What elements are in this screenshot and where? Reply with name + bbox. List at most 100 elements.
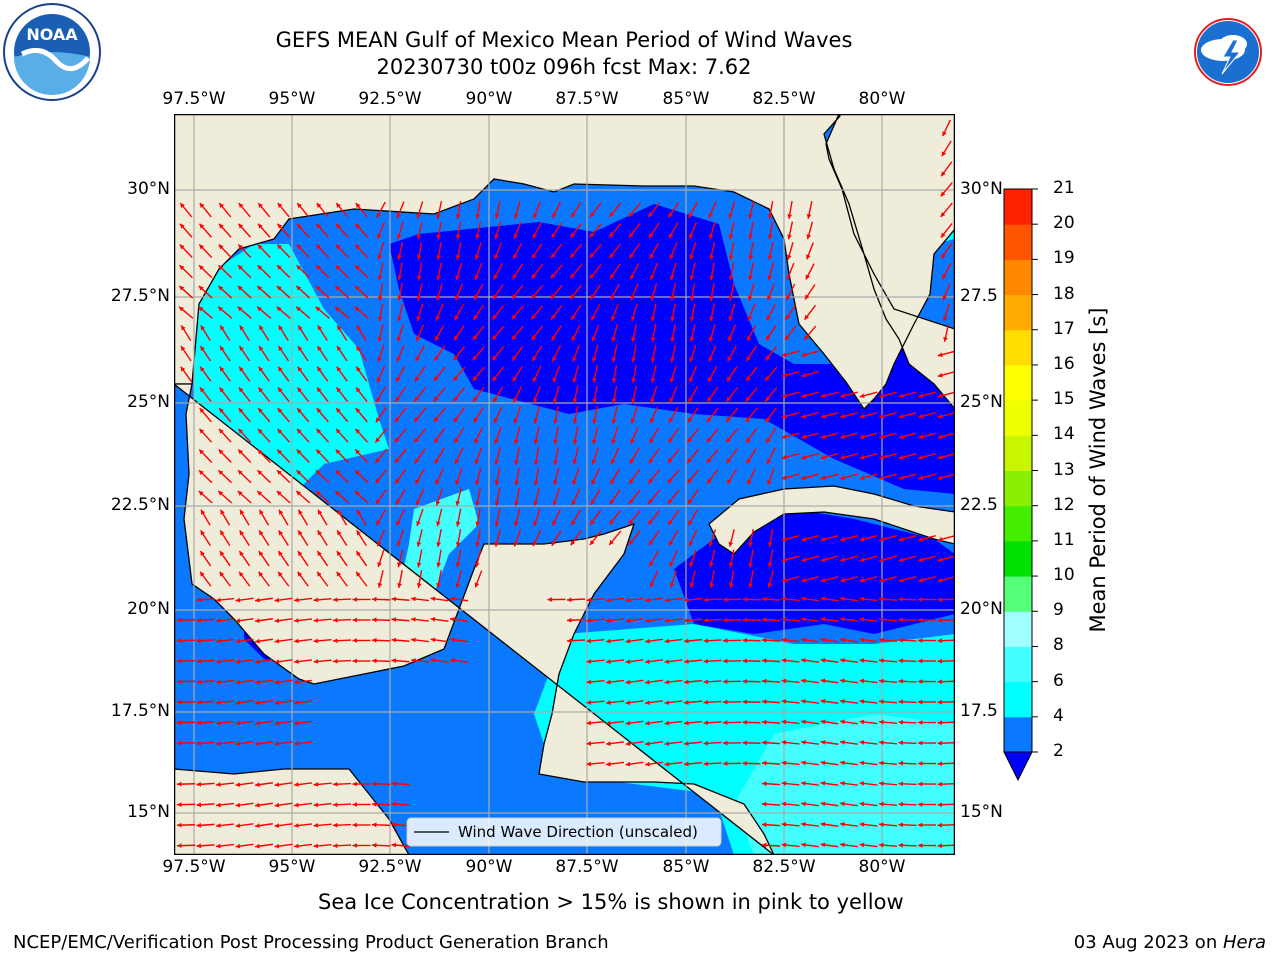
wave-direction-arrow (688, 529, 698, 547)
wave-direction-arrow (742, 637, 761, 643)
wave-direction-arrow (455, 221, 462, 240)
wave-direction-arrow (356, 509, 367, 526)
wave-direction-arrow (455, 262, 463, 281)
wave-direction-arrow (395, 488, 406, 506)
wave-direction-arrow (416, 570, 423, 588)
wave-direction-arrow (316, 550, 329, 567)
wave-direction-arrow (355, 345, 368, 362)
wave-direction-arrow (764, 345, 778, 362)
wave-direction-arrow (377, 303, 384, 322)
wave-direction-arrow (178, 306, 194, 319)
wave-direction-arrow (278, 509, 289, 526)
lat-label-right: 17.5 (960, 701, 998, 721)
wave-direction-arrow (196, 720, 215, 726)
colorbar-tick-label: 16 (1053, 353, 1075, 374)
wave-direction-arrow (801, 432, 819, 440)
wave-period-map: Wind Wave Direction (unscaled) (174, 114, 955, 855)
wave-direction-arrow (513, 529, 522, 547)
wave-direction-arrow (703, 597, 722, 603)
wave-direction-arrow (611, 303, 619, 322)
wave-direction-arrow (859, 617, 878, 622)
wave-direction-arrow (513, 426, 521, 445)
wave-direction-arrow (376, 221, 386, 240)
wave-direction-arrow (356, 530, 367, 546)
wave-direction-arrow (354, 428, 369, 443)
wave-direction-arrow (313, 638, 332, 644)
wave-direction-arrow (722, 720, 742, 725)
wave-direction-arrow (394, 386, 407, 403)
wave-direction-arrow (332, 658, 352, 664)
wave-direction-arrow (296, 244, 310, 258)
wave-direction-arrow (332, 843, 352, 849)
wave-direction-arrow (781, 760, 800, 766)
wave-direction-arrow (218, 449, 232, 463)
wave-direction-arrow (494, 447, 501, 465)
wave-direction-arrow (472, 346, 485, 361)
wave-direction-arrow (669, 242, 678, 260)
wave-direction-arrow (332, 638, 352, 644)
wave-direction-arrow (257, 244, 271, 258)
wave-direction-arrow (589, 284, 602, 300)
wave-direction-arrow (436, 549, 442, 568)
wave-direction-arrow (781, 658, 800, 663)
wave-direction-arrow (217, 490, 233, 504)
wave-direction-arrow (722, 679, 742, 684)
wave-direction-arrow (374, 428, 388, 443)
wave-direction-arrow (745, 366, 758, 382)
wave-direction-arrow (746, 468, 757, 485)
wave-direction-arrow (628, 202, 641, 218)
wave-direction-arrow (455, 529, 462, 547)
wave-direction-arrow (416, 508, 424, 527)
wave-direction-arrow (937, 781, 955, 787)
wave-direction-arrow (748, 570, 754, 588)
wave-direction-arrow (686, 469, 700, 484)
wave-direction-arrow (219, 345, 231, 362)
wave-direction-arrow (315, 285, 330, 299)
wave-direction-arrow (728, 262, 735, 281)
wave-direction-arrow (375, 407, 387, 423)
wave-direction-arrow (547, 597, 566, 602)
wave-direction-arrow (313, 823, 332, 828)
wave-direction-arrow (334, 490, 350, 504)
wave-direction-arrow (512, 386, 523, 403)
wave-direction-arrow (917, 638, 937, 643)
wave-direction-arrow (801, 350, 819, 358)
wave-direction-arrow (917, 617, 937, 623)
wave-direction-arrow (274, 843, 293, 849)
wave-direction-arrow (805, 263, 815, 280)
wave-direction-arrow (766, 283, 776, 301)
wave-direction-arrow (820, 637, 839, 643)
wave-direction-arrow (313, 597, 332, 603)
wave-direction-arrow (219, 571, 231, 587)
wave-direction-arrow (608, 243, 622, 259)
wave-direction-arrow (377, 283, 384, 301)
wave-direction-arrow (859, 781, 878, 786)
wave-direction-arrow (629, 447, 640, 465)
wave-direction-arrow (728, 529, 735, 547)
wave-direction-arrow (767, 529, 774, 547)
wave-direction-arrow (334, 306, 350, 319)
wave-direction-arrow (706, 386, 719, 403)
wave-direction-arrow (179, 202, 193, 218)
wave-direction-arrow (391, 658, 410, 664)
wave-direction-arrow (649, 242, 659, 260)
footer-credit: NCEP/EMC/Verification Post Processing Pr… (13, 932, 609, 953)
wave-direction-arrow (859, 678, 878, 684)
wave-direction-arrow (878, 699, 898, 704)
wave-direction-arrow (748, 201, 755, 219)
wave-direction-arrow (453, 325, 465, 341)
wave-direction-arrow (592, 365, 599, 383)
wave-direction-arrow (722, 617, 742, 623)
wave-direction-arrow (297, 324, 309, 342)
zone-6-8-caribbean (734, 714, 955, 855)
colorbar-tick-label: 15 (1053, 389, 1075, 410)
wave-direction-arrow (937, 679, 955, 685)
wave-direction-arrow (878, 637, 898, 643)
wave-direction-arrow (801, 411, 819, 419)
wave-direction-arrow (199, 407, 212, 423)
wave-direction-arrow (475, 221, 482, 240)
wave-direction-arrow (276, 449, 291, 463)
wave-direction-arrow (589, 530, 602, 546)
wave-direction-arrow (198, 490, 213, 504)
wave-direction-arrow (274, 659, 293, 664)
